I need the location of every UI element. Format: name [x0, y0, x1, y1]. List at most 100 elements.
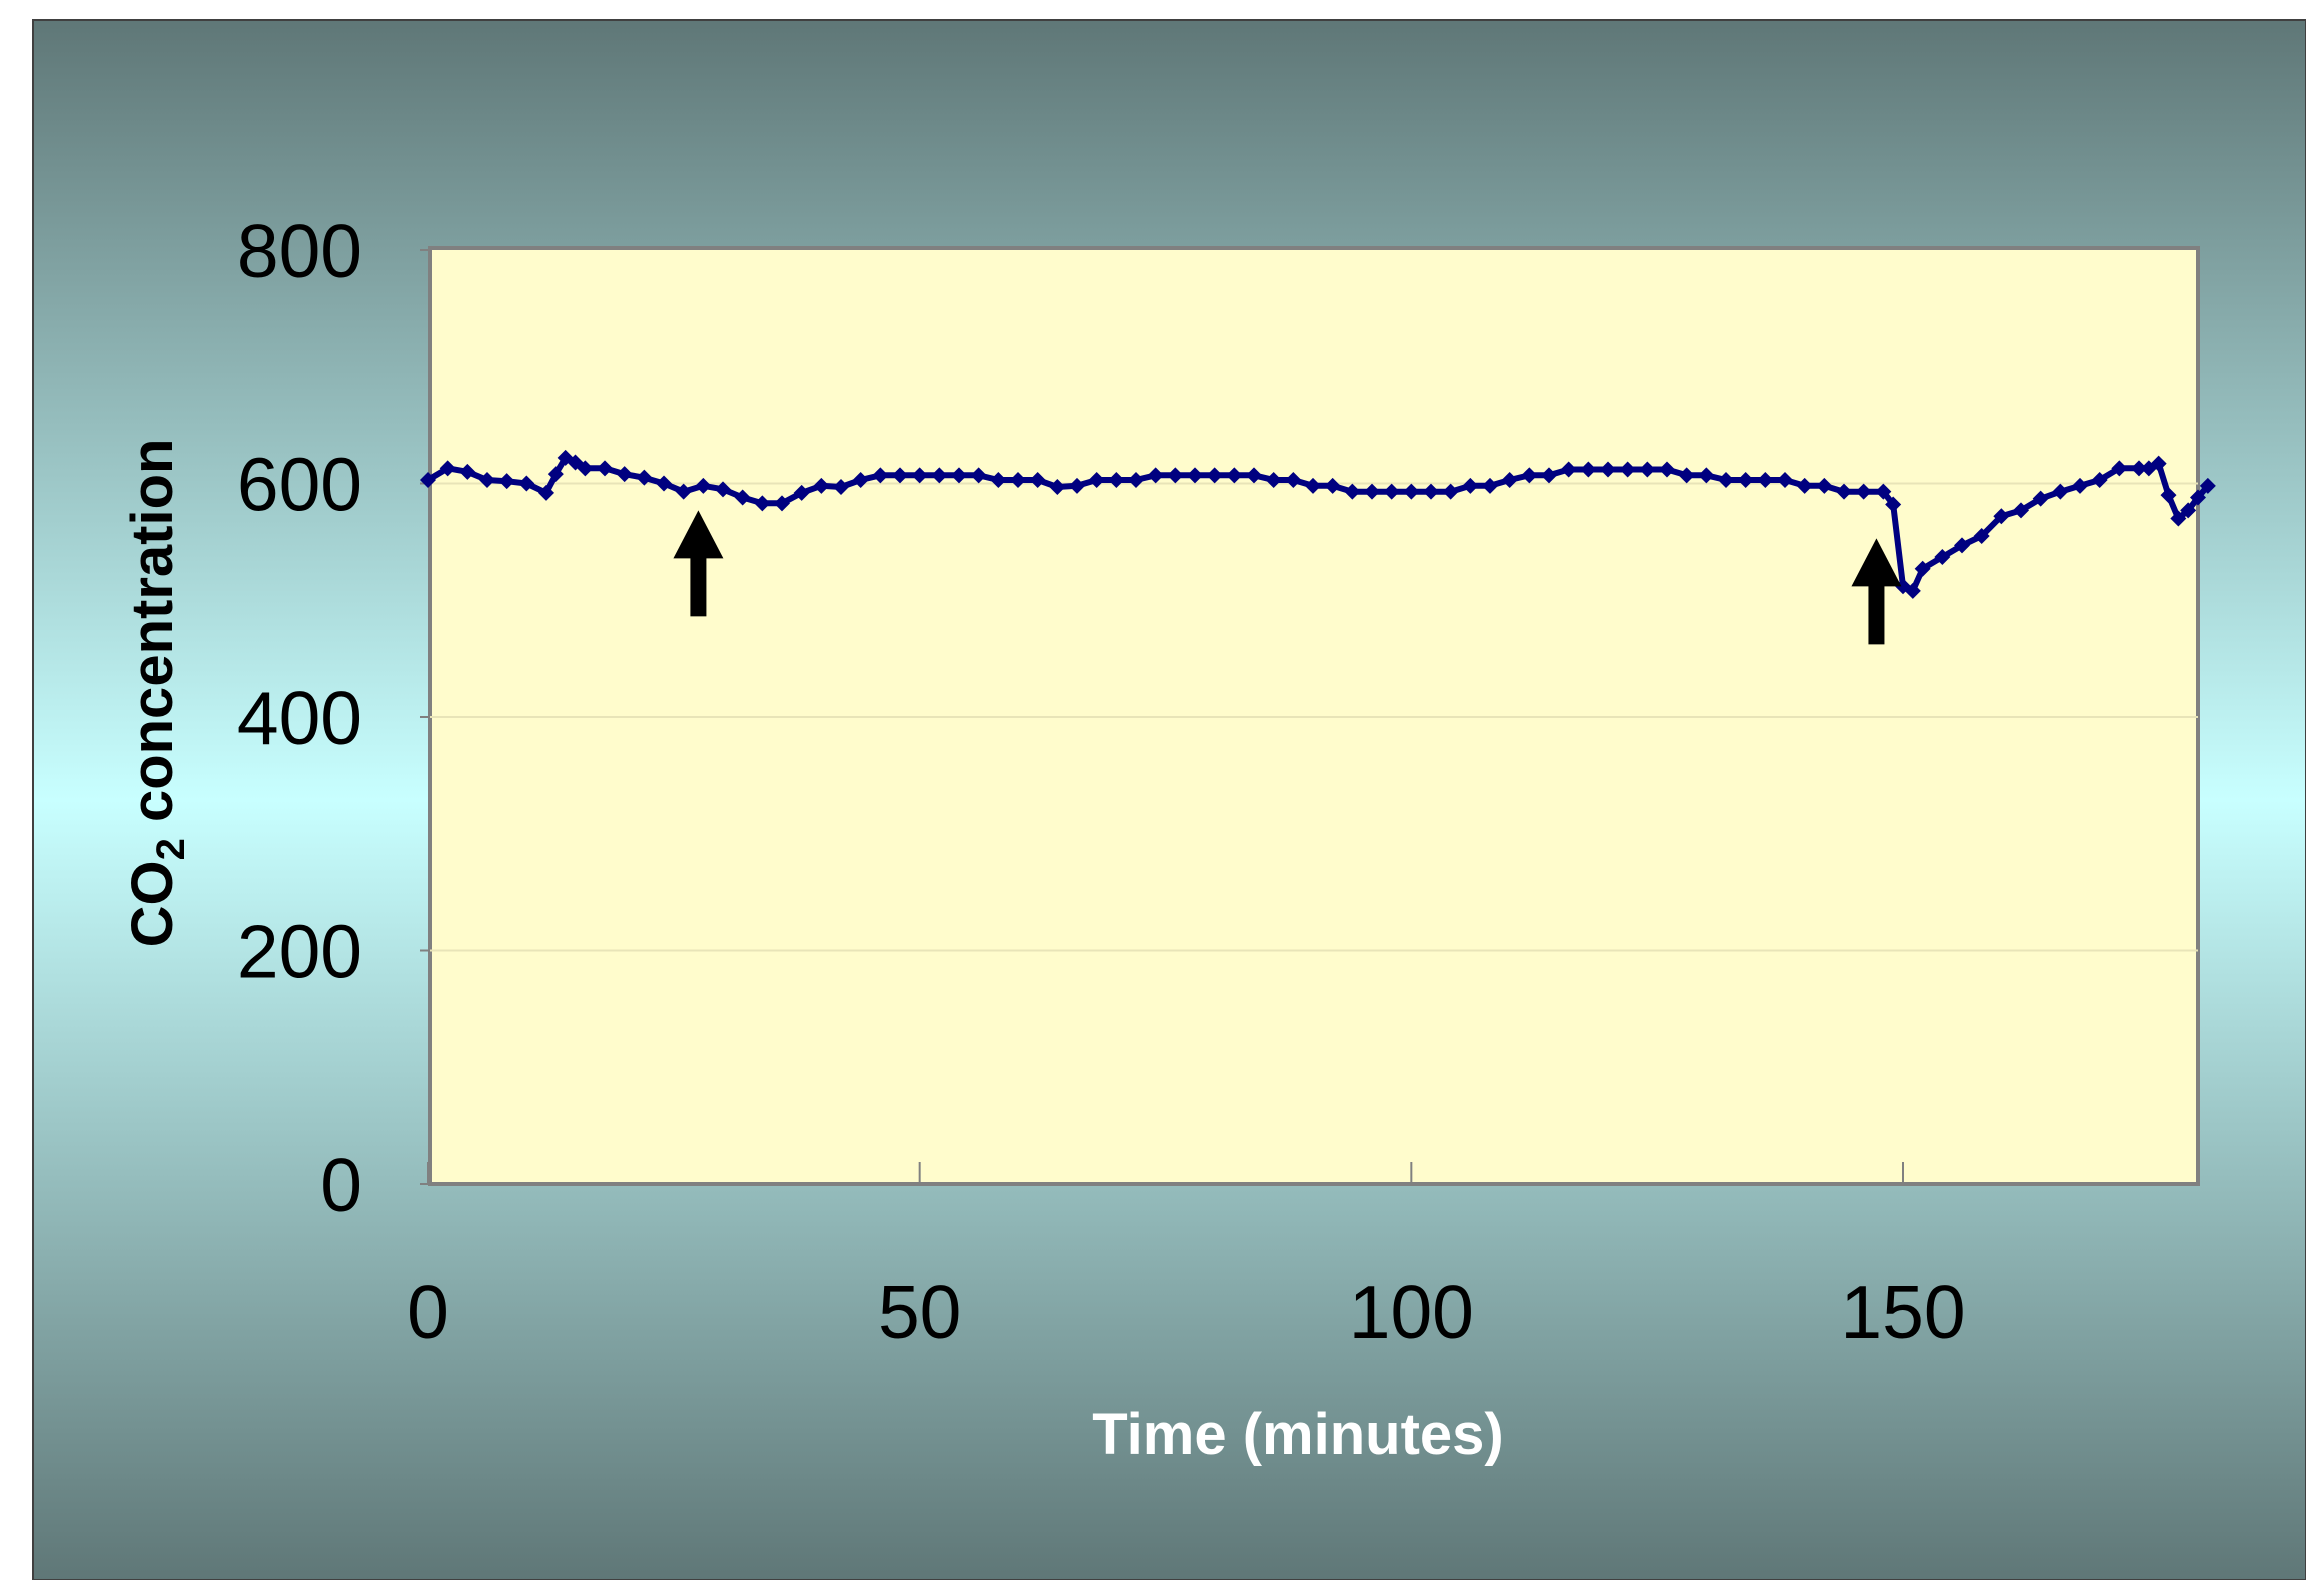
data-point: [547, 466, 564, 483]
data-point: [813, 477, 830, 494]
data-point: [1796, 477, 1813, 494]
data-point: [1049, 479, 1066, 496]
data-point: [577, 460, 594, 477]
x-axis-tick-labels: 0 50 100 150: [407, 1270, 1965, 1354]
data-point: [1482, 477, 1498, 494]
y-axis-title-subscript: 2: [149, 838, 193, 860]
data-point: [1462, 477, 1479, 494]
data-point: [1600, 461, 1616, 478]
data-point: [2170, 510, 2187, 527]
data-point: [1442, 483, 1459, 500]
data-point: [833, 479, 849, 496]
x-axis-ticks: [427, 1162, 1904, 1184]
data-point: [774, 495, 790, 512]
annotation-arrow-2: [1851, 538, 1902, 645]
data-point: [1757, 471, 1774, 488]
data-point: [2180, 502, 2197, 519]
y-tick-label-0: 0: [320, 1143, 362, 1227]
data-point: [656, 475, 672, 492]
data-point: [1855, 483, 1872, 500]
data-point: [2150, 455, 2167, 472]
annotation-layer: [673, 510, 1902, 645]
data-point: [754, 495, 771, 512]
data-point: [1904, 582, 1921, 599]
data-point: [2131, 460, 2147, 477]
data-point: [990, 471, 1007, 488]
data-point: [1718, 471, 1734, 488]
data-point: [1659, 461, 1675, 478]
data-point: [1364, 483, 1380, 500]
arrow-shaft: [690, 556, 707, 617]
data-point: [1973, 528, 1990, 545]
data-point: [892, 467, 908, 484]
arrow-head: [673, 510, 724, 559]
data-point: [1993, 508, 2010, 525]
data-point: [1737, 471, 1754, 488]
data-point: [616, 466, 633, 483]
data-point: [1305, 477, 1321, 494]
data-point: [931, 467, 948, 484]
data-point: [675, 483, 692, 500]
data-point: [2032, 490, 2049, 507]
data-point: [479, 471, 495, 488]
data-point: [2091, 471, 2108, 488]
x-axis-title: Time (minutes): [1092, 1402, 1503, 1467]
data-point: [1423, 483, 1439, 500]
arrow-shaft: [1868, 584, 1885, 645]
data-point: [1501, 471, 1518, 488]
data-point: [420, 471, 436, 488]
x-tick-label-0: 0: [407, 1270, 449, 1354]
data-point: [2190, 489, 2206, 506]
data-point: [2072, 477, 2088, 494]
data-point: [1875, 483, 1892, 500]
data-point: [1226, 467, 1243, 484]
data-point: [538, 484, 554, 501]
x-tick-label-50: 50: [878, 1270, 961, 1354]
data-point: [1069, 477, 1085, 494]
data-point: [1403, 483, 1420, 500]
data-point: [1010, 471, 1026, 488]
data-point: [1777, 471, 1793, 488]
data-point: [911, 467, 928, 484]
data-point: [1147, 467, 1164, 484]
data-point: [715, 481, 731, 498]
data-point: [1639, 461, 1656, 478]
data-point: [1108, 471, 1125, 488]
data-point: [1836, 483, 1852, 500]
data-point: [2052, 483, 2069, 500]
data-point: [1580, 461, 1597, 478]
data-point: [1541, 467, 1557, 484]
y-tick-label-200: 200: [237, 910, 362, 994]
data-point: [1383, 483, 1400, 500]
data-point: [597, 460, 613, 477]
x-tick-label-100: 100: [1349, 1270, 1474, 1354]
data-point: [1914, 560, 1931, 577]
data-point: [1344, 483, 1361, 500]
data-point: [872, 467, 889, 484]
data-point: [852, 471, 869, 488]
data-point: [951, 467, 967, 484]
data-point: [1285, 471, 1302, 488]
data-point: [1619, 461, 1636, 478]
data-point: [1167, 467, 1184, 484]
data-point: [1934, 549, 1951, 566]
data-point: [1206, 467, 1223, 484]
data-point: [1954, 537, 1970, 554]
data-point: [1885, 496, 1902, 513]
arrow-head: [1851, 538, 1902, 587]
data-point: [970, 467, 987, 484]
y-axis-tick-labels: 0 200 400 600 800: [237, 209, 362, 1227]
data-point: [1265, 471, 1282, 488]
data-point: [1816, 477, 1833, 494]
y-tick-label-600: 600: [237, 443, 362, 527]
data-point: [1678, 467, 1695, 484]
data-point: [1246, 467, 1262, 484]
data-point: [636, 469, 653, 486]
data-point: [1187, 467, 1203, 484]
y-tick-label-800: 800: [237, 209, 362, 293]
data-point: [2199, 477, 2216, 494]
data-point: [498, 473, 515, 490]
y-tick-label-400: 400: [237, 676, 362, 760]
data-point: [1324, 477, 1341, 494]
annotation-arrow-1: [673, 510, 724, 617]
